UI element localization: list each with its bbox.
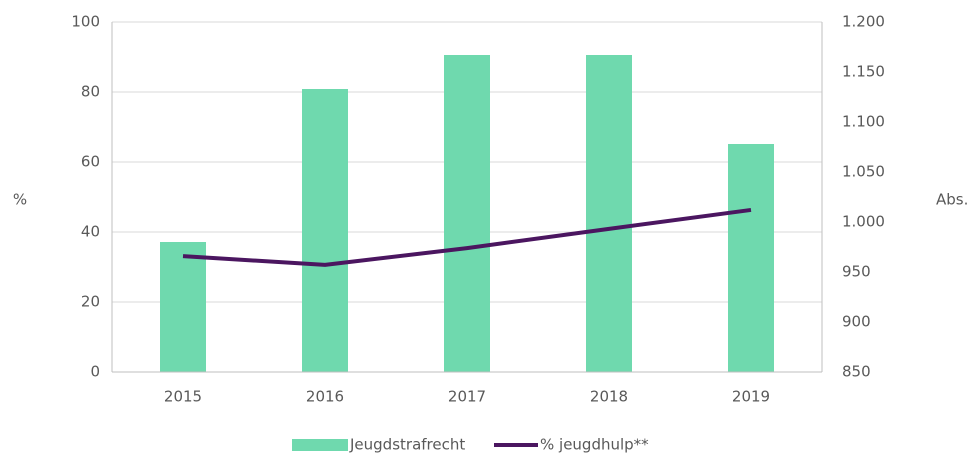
x-tick-label: 2015 [164,388,202,406]
x-tick-label: 2017 [448,388,486,406]
bar [728,144,774,372]
bar [444,55,490,372]
y2-tick-label: 1.050 [842,163,885,181]
x-tick-label: 2016 [306,388,344,406]
y-tick-label: 100 [71,13,100,31]
y-tick-label: 40 [81,223,100,241]
legend-label: Jeugdstrafrecht [349,436,465,454]
y2-tick-label: 950 [842,263,871,281]
bar [160,242,206,372]
bar [586,55,632,372]
y-tick-label: 20 [81,293,100,311]
y2-tick-label: 1.000 [842,213,885,231]
y2-tick-label: 1.200 [842,13,885,31]
y2-tick-label: 850 [842,363,871,381]
x-tick-label: 2019 [732,388,770,406]
y-axis-label: % [13,191,27,209]
y-tick-label: 60 [81,153,100,171]
legend-label: % jeugdhulp** [540,436,649,454]
x-tick-label: 2018 [590,388,628,406]
y-tick-label: 0 [90,363,100,381]
y2-axis-label: Abs. [936,191,968,209]
y2-tick-label: 1.150 [842,63,885,81]
y-tick-label: 80 [81,83,100,101]
bar [302,89,348,372]
y2-tick-label: 900 [842,313,871,331]
line [182,207,752,267]
y2-tick-label: 1.100 [842,113,885,131]
legend-swatch [292,439,348,451]
